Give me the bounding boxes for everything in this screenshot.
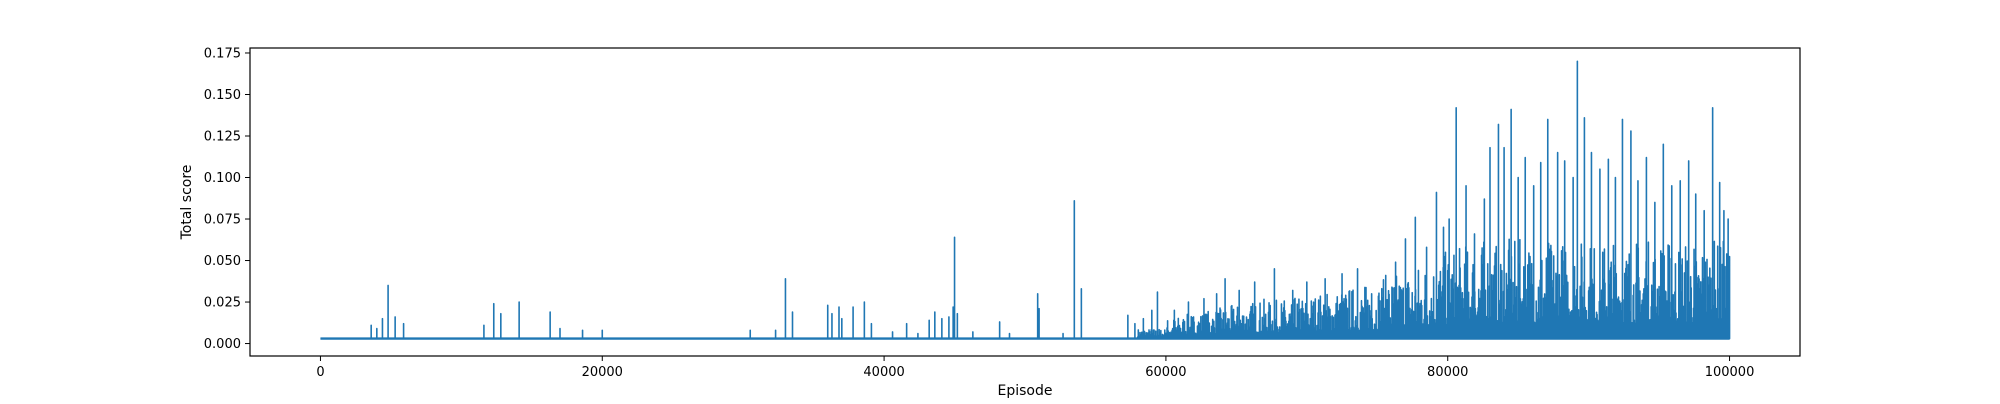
y-axis-ticks: 0.000 0.025 0.050 0.075 0.100 0.125 0.150 0.175	[204, 46, 250, 352]
x-tick-label: 0	[316, 365, 324, 380]
x-tick-label: 40000	[863, 365, 904, 380]
x-axis-label: Episode	[998, 383, 1053, 399]
plot-frame	[249, 47, 1801, 357]
x-tick-label: 100000	[1705, 365, 1755, 380]
y-tick-label: 0.150	[204, 88, 241, 103]
y-tick-label: 0.000	[204, 337, 241, 352]
y-tick-label: 0.050	[204, 254, 241, 269]
y-tick-label: 0.025	[204, 296, 241, 311]
x-axis-ticks: 0 20000 40000 60000 80000 100000	[316, 356, 1754, 380]
y-tick-label: 0.125	[204, 130, 241, 145]
y-axis-label: Total score	[179, 165, 195, 241]
y-tick-label: 0.175	[204, 46, 241, 61]
x-tick-label: 80000	[1427, 365, 1468, 380]
x-tick-label: 20000	[582, 365, 623, 380]
data-layer	[320, 60, 1731, 340]
y-tick-label: 0.100	[204, 171, 241, 186]
y-tick-label: 0.075	[204, 213, 241, 228]
x-tick-label: 60000	[1145, 365, 1186, 380]
